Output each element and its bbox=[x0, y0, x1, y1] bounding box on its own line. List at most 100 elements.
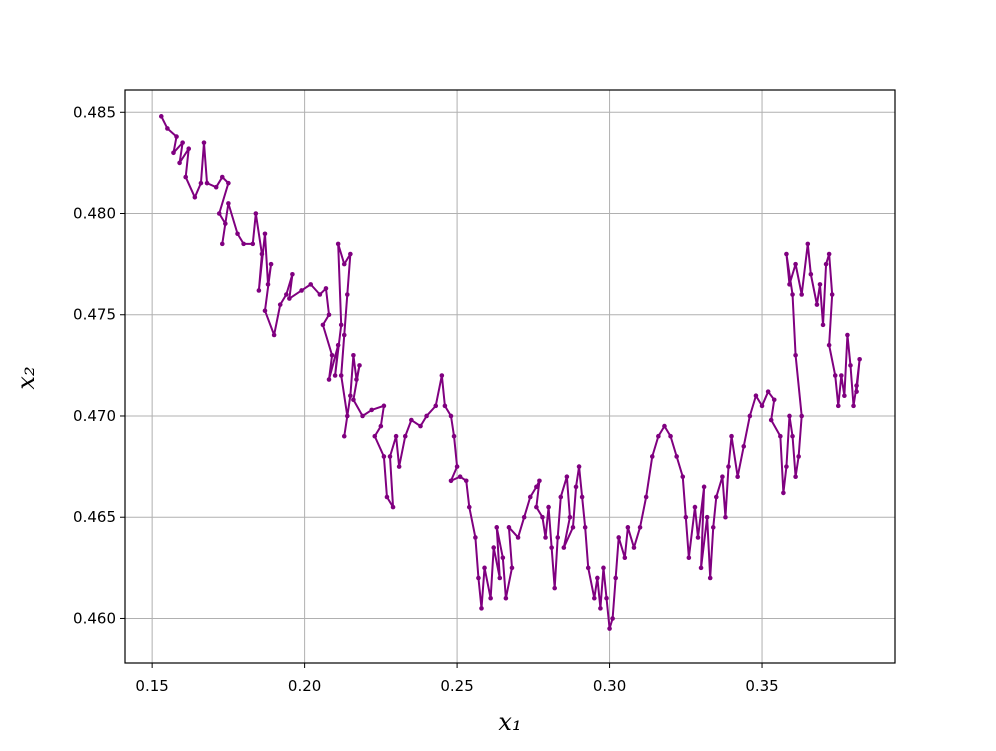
x-axis-label: x₁ bbox=[498, 708, 521, 736]
data-point bbox=[790, 433, 795, 439]
data-point bbox=[223, 221, 228, 226]
data-point bbox=[384, 494, 390, 500]
data-point bbox=[817, 282, 823, 287]
data-point bbox=[213, 184, 219, 190]
data-point bbox=[482, 565, 487, 571]
data-point bbox=[348, 251, 353, 257]
x-tick-label: 0.25 bbox=[440, 677, 473, 695]
y-axis-label: x₂ bbox=[12, 366, 40, 389]
data-point bbox=[723, 514, 728, 520]
data-point bbox=[329, 352, 335, 358]
data-point bbox=[354, 377, 359, 382]
data-point bbox=[351, 397, 356, 403]
y-tick-label: 0.480 bbox=[73, 205, 116, 223]
data-point bbox=[506, 525, 512, 530]
data-point bbox=[165, 126, 170, 131]
data-point bbox=[662, 423, 667, 429]
data-point bbox=[631, 545, 637, 550]
data-point bbox=[616, 535, 622, 540]
data-point bbox=[466, 504, 472, 510]
data-point bbox=[265, 282, 271, 287]
data-point bbox=[338, 373, 344, 378]
data-point bbox=[503, 595, 509, 601]
data-point bbox=[546, 504, 551, 510]
data-point bbox=[381, 403, 387, 409]
data-point bbox=[183, 174, 188, 180]
data-point bbox=[390, 504, 396, 510]
data-point bbox=[576, 464, 582, 469]
data-point bbox=[396, 464, 402, 469]
data-point bbox=[854, 389, 859, 394]
data-point bbox=[604, 595, 609, 601]
data-point bbox=[284, 292, 289, 297]
data-point bbox=[332, 373, 338, 378]
data-point bbox=[174, 134, 179, 139]
data-point bbox=[564, 474, 570, 480]
data-point bbox=[393, 433, 399, 439]
data-point bbox=[341, 433, 347, 439]
data-point bbox=[598, 606, 603, 611]
data-point bbox=[341, 261, 347, 267]
data-point bbox=[335, 342, 341, 348]
data-point bbox=[854, 383, 859, 388]
data-point bbox=[549, 545, 554, 550]
data-point bbox=[326, 312, 332, 318]
plot-frame bbox=[124, 89, 896, 664]
data-point bbox=[433, 403, 439, 409]
data-point bbox=[643, 494, 649, 500]
data-point bbox=[784, 464, 789, 469]
data-point bbox=[345, 292, 350, 297]
data-point bbox=[601, 565, 606, 571]
data-point bbox=[451, 433, 457, 439]
data-point bbox=[558, 494, 564, 500]
data-point bbox=[277, 302, 283, 307]
data-point bbox=[796, 454, 801, 459]
data-point bbox=[463, 478, 469, 484]
data-point bbox=[473, 535, 478, 540]
data-point bbox=[649, 454, 655, 459]
data-point bbox=[765, 389, 771, 394]
data-point bbox=[622, 555, 628, 561]
data-point bbox=[729, 433, 734, 439]
data-point bbox=[253, 211, 259, 216]
data-point bbox=[784, 251, 789, 257]
data-point bbox=[857, 356, 862, 362]
data-point bbox=[820, 322, 826, 328]
data-point bbox=[668, 433, 673, 439]
data-point bbox=[320, 322, 326, 328]
data-point bbox=[287, 296, 292, 301]
data-point bbox=[561, 545, 567, 550]
data-point bbox=[308, 282, 314, 287]
data-point bbox=[839, 373, 844, 378]
data-point bbox=[540, 514, 545, 520]
data-point bbox=[335, 241, 341, 247]
data-point bbox=[201, 140, 207, 145]
data-point bbox=[710, 525, 716, 530]
data-point bbox=[793, 474, 798, 480]
data-point bbox=[826, 342, 832, 348]
data-point bbox=[424, 413, 429, 419]
data-point bbox=[537, 478, 542, 484]
data-point bbox=[790, 292, 795, 297]
data-point bbox=[814, 302, 820, 307]
data-point bbox=[186, 146, 192, 152]
data-point bbox=[177, 160, 182, 166]
data-point bbox=[180, 140, 185, 145]
data-point bbox=[439, 373, 445, 378]
data-point bbox=[198, 180, 204, 186]
data-point bbox=[842, 393, 847, 399]
y-tick-label: 0.475 bbox=[73, 306, 116, 324]
data-point bbox=[832, 373, 838, 378]
data-point bbox=[823, 261, 829, 267]
data-point bbox=[793, 261, 798, 267]
data-point bbox=[402, 433, 408, 439]
data-point bbox=[387, 454, 393, 459]
data-point bbox=[348, 393, 353, 399]
data-point bbox=[192, 195, 198, 200]
data-point bbox=[552, 585, 557, 591]
data-point bbox=[759, 403, 765, 409]
data-point bbox=[808, 271, 814, 277]
data-point bbox=[579, 494, 585, 500]
data-point bbox=[488, 595, 493, 601]
data-point bbox=[357, 363, 362, 368]
